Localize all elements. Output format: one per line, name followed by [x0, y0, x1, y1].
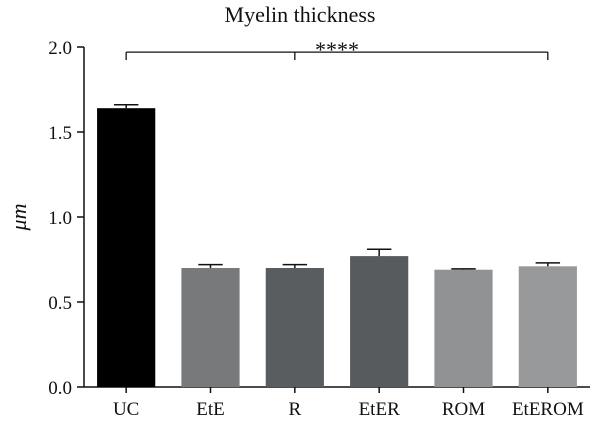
- x-tick-label: EtER: [359, 399, 400, 420]
- bar-r: [265, 268, 324, 387]
- y-tick-label: 1.5: [48, 123, 72, 144]
- bar-eter: [350, 256, 409, 387]
- error-bars: [113, 104, 561, 270]
- x-tick-label: UC: [113, 399, 139, 420]
- bar-rom: [434, 269, 493, 387]
- axes: [77, 46, 590, 393]
- bar-eterom: [518, 266, 577, 387]
- x-tick-label: ROM: [442, 399, 485, 420]
- y-tick-label: 0.5: [48, 293, 72, 314]
- y-tick-label: 1.0: [48, 208, 72, 229]
- bar-ete: [181, 268, 240, 387]
- y-tick-label: 2.0: [48, 38, 72, 59]
- x-tick-label: EtEROM: [512, 399, 584, 420]
- x-tick-label: R: [288, 399, 301, 420]
- y-tick-label: 0.0: [48, 378, 72, 399]
- chart-title: Myelin thickness: [224, 2, 376, 27]
- significance-label: ****: [315, 37, 359, 62]
- bars: [97, 108, 577, 387]
- x-tick-label: EtE: [196, 399, 225, 420]
- significance-bracket: ****: [125, 37, 549, 62]
- y-axis-label: μm: [6, 204, 31, 232]
- bar-uc: [97, 108, 156, 387]
